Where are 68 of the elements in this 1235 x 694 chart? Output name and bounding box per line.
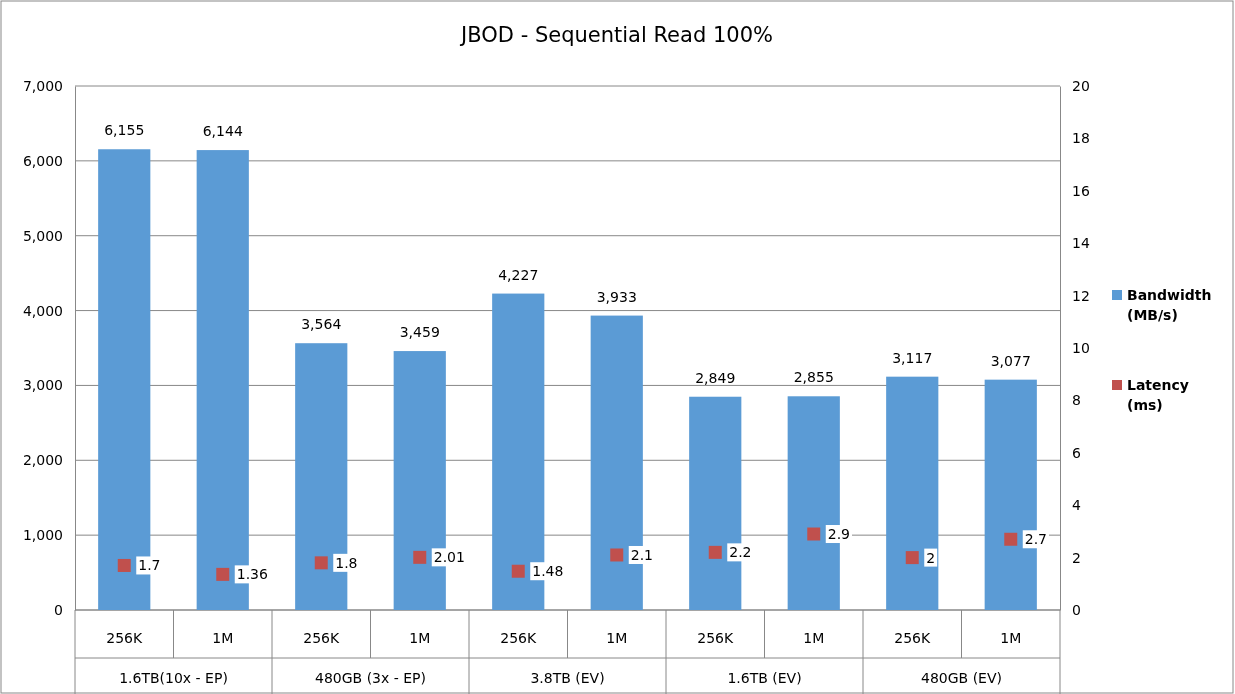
text: 1.6TB(10x - EP) <box>119 670 228 686</box>
point <box>708 545 722 559</box>
data-label: 2,855 <box>793 369 834 386</box>
y2-tick-label: 4 <box>1072 497 1081 514</box>
data-label: 2 <box>926 549 936 566</box>
bar <box>886 376 939 610</box>
x-tick-label: 256K <box>500 630 538 646</box>
y-tick-label: 5,000 <box>22 227 63 244</box>
data-label: 2.01 <box>433 549 465 566</box>
y2-tick-label: 16 <box>1072 182 1090 199</box>
legend-label: Bandwidth (MB/s) <box>1127 287 1212 323</box>
data-label: 1.8 <box>335 554 358 571</box>
point <box>117 558 131 572</box>
text: 3.8TB (EV) <box>530 670 605 686</box>
text: 480GB (3x - EP) <box>315 670 426 686</box>
y2-tick-label: 2 <box>1072 549 1081 566</box>
x-tick-label: 1M <box>409 630 431 646</box>
x-tick-label: 256K <box>894 630 932 646</box>
y2-tick-label: 20 <box>1072 77 1090 94</box>
x-tick-label: 1M <box>803 630 825 646</box>
y2-tick-label: 0 <box>1072 601 1081 618</box>
point <box>807 527 821 541</box>
x-tick-label: 256K <box>106 630 144 646</box>
data-label: 3,117 <box>892 349 933 366</box>
y-tick-label: 0 <box>54 601 63 618</box>
y2-tick-label: 18 <box>1072 130 1090 147</box>
point <box>216 567 230 581</box>
y2-tick-label: 10 <box>1072 339 1090 356</box>
data-label: 2,849 <box>695 369 736 386</box>
data-label: 3,933 <box>596 288 637 305</box>
y-tick-label: 3,000 <box>22 377 63 394</box>
point <box>905 551 919 565</box>
data-label: 4,227 <box>498 266 539 283</box>
point <box>511 564 525 578</box>
data-label: 1.7 <box>138 557 161 574</box>
data-label: 2.2 <box>729 544 752 561</box>
x-tick-label: 1M <box>212 630 234 646</box>
data-label: 1.36 <box>236 566 269 583</box>
y2-tick-label: 12 <box>1072 287 1090 304</box>
data-label: 2.7 <box>1024 531 1048 548</box>
y-tick-label: 6,000 <box>22 152 63 169</box>
data-label: 3,077 <box>990 352 1031 369</box>
point <box>1004 532 1018 546</box>
data-label: 3,459 <box>399 324 440 341</box>
data-label: 6,155 <box>104 122 145 139</box>
text: 480GB (EV) <box>921 670 1002 686</box>
data-label: 3,564 <box>301 316 342 333</box>
y2-tick-label: 14 <box>1072 235 1090 252</box>
data-label: 1.48 <box>532 563 564 580</box>
chart-title: JBOD - Sequential Read 100% <box>459 23 773 47</box>
data-label: 2.1 <box>630 546 654 563</box>
y-tick-label: 2,000 <box>22 452 63 469</box>
y2-tick-label: 8 <box>1072 392 1081 409</box>
point <box>610 548 624 562</box>
x-tick-label: 1M <box>606 630 628 646</box>
legend-label: Latency (ms) <box>1127 377 1189 413</box>
x-tick-label: 1M <box>1000 630 1022 646</box>
x-tick-label: 256K <box>303 630 341 646</box>
point <box>413 550 427 564</box>
data-label: 2.9 <box>827 526 851 543</box>
y-tick-label: 4,000 <box>22 302 63 319</box>
y-tick-label: 7,000 <box>22 77 63 94</box>
y-tick-label: 1,000 <box>22 527 63 544</box>
data-label: 6,144 <box>202 123 243 140</box>
text: 1.6TB (EV) <box>727 670 802 686</box>
y2-tick-label: 6 <box>1072 444 1081 461</box>
x-tick-label: 256K <box>697 630 735 646</box>
point <box>314 556 328 570</box>
